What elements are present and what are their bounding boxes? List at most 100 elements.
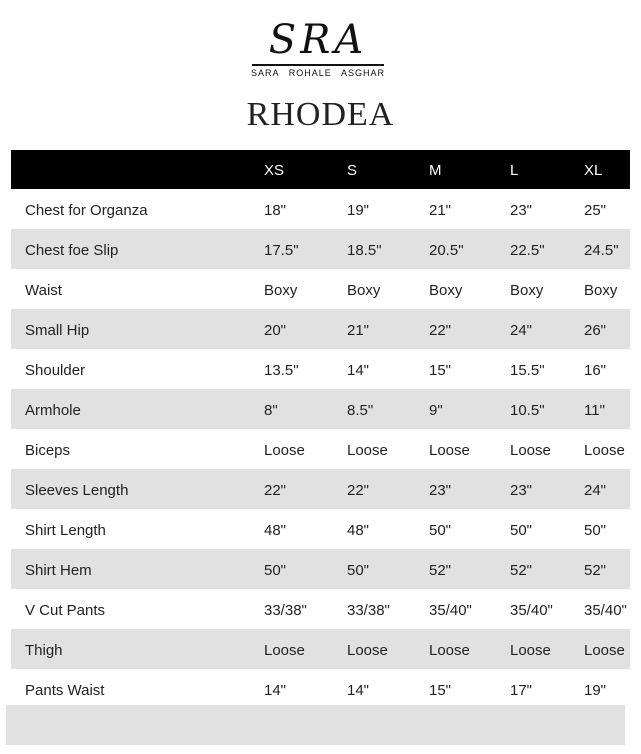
cell-value: 25" — [584, 202, 607, 219]
cell-value: 13.5" — [264, 362, 299, 379]
cell-value: Loose — [584, 642, 625, 659]
cell-value: 14" — [347, 682, 370, 699]
row-label: Shirt Length — [25, 522, 106, 539]
cell-value: XL — [584, 162, 603, 179]
cell-value: 21" — [429, 202, 452, 219]
page-title: RHODEA — [246, 96, 395, 133]
cell-value: Loose — [264, 642, 305, 659]
cell-value: 20" — [264, 322, 287, 339]
table-row: Shirt Hem 50" 50" 52" 52" 52" — [11, 549, 630, 589]
cell-value: 22" — [347, 482, 370, 499]
cell-value: 14" — [264, 682, 287, 699]
table-row: Biceps Loose Loose Loose Loose Loose — [11, 429, 630, 469]
cell-value: 9" — [429, 402, 443, 419]
cell-value: 8.5" — [347, 402, 374, 419]
cell-value: 50" — [510, 522, 533, 539]
cell-value: 14" — [347, 362, 370, 379]
row-label: Chest foe Slip — [25, 242, 119, 259]
cell-value: 8" — [264, 402, 278, 419]
cell-value: 33/38" — [264, 602, 307, 619]
cell-value: Loose — [347, 642, 388, 659]
cell-value: Loose — [429, 642, 470, 659]
table-row: Thigh Loose Loose Loose Loose Loose — [11, 629, 630, 669]
cell-value: 21" — [347, 322, 370, 339]
cell-value: 24" — [584, 482, 607, 499]
table-row: Sleeves Length 22" 22" 23" 23" 24" — [11, 469, 630, 509]
cell-value: 15" — [429, 682, 452, 699]
cell-value: 22.5" — [510, 242, 545, 259]
cell-value: 24.5" — [584, 242, 619, 259]
logo-tagline: SARA ROHALE ASGHAR — [248, 68, 388, 78]
row-label: Shoulder — [25, 362, 86, 379]
table-row: Chest for Organza 18" 19" 21" 23" 25" — [11, 189, 630, 229]
brand-logo: SRA SARA ROHALE ASGHAR — [248, 18, 388, 78]
table-row: Pants Waist 14" 14" 15" 17" 19" — [11, 669, 630, 709]
cell-value: 15.5" — [510, 362, 545, 379]
row-label: Pants Waist — [25, 682, 105, 699]
cell-value: 50" — [347, 562, 370, 579]
table-row: V Cut Pants 33/38" 33/38" 35/40" 35/40" 35/40… — [11, 589, 630, 629]
cell-value: 23" — [510, 202, 533, 219]
cell-value: 50" — [584, 522, 607, 539]
cell-value: Boxy — [510, 282, 544, 299]
row-label: Thigh — [25, 642, 63, 659]
table-row: Shoulder 13.5" 14" 15" 15.5" 16" — [11, 349, 630, 389]
table-row: Shirt Length 48" 48" 50" 50" 50" — [11, 509, 630, 549]
cell-value: M — [429, 162, 442, 179]
cell-value: 23" — [510, 482, 533, 499]
cell-value: Boxy — [347, 282, 381, 299]
cell-value: 11" — [584, 402, 605, 419]
cell-value: 52" — [429, 562, 452, 579]
cell-value: 50" — [264, 562, 287, 579]
cell-value: Boxy — [264, 282, 298, 299]
cell-value: 18" — [264, 202, 287, 219]
cell-value: Loose — [264, 442, 305, 459]
cell-value: Loose — [510, 442, 551, 459]
cell-value: 20.5" — [429, 242, 464, 259]
row-label: Shirt Hem — [25, 562, 92, 579]
tagline-word: ASGHAR — [340, 68, 385, 78]
row-label: Sleeves Length — [25, 482, 129, 499]
table-row: Small Hip 20" 21" 22" 24" 26" — [11, 309, 630, 349]
cell-value: S — [347, 162, 358, 179]
cell-value: 17.5" — [264, 242, 299, 259]
cell-value: 33/38" — [347, 602, 390, 619]
cell-value: 35/40" — [429, 602, 472, 619]
cell-value: 19" — [584, 682, 607, 699]
cell-value: 19" — [347, 202, 370, 219]
table-row: Waist Boxy Boxy Boxy Boxy Boxy — [11, 269, 630, 309]
cell-value: 10.5" — [510, 402, 545, 419]
cell-value: L — [510, 162, 519, 179]
cell-value: 52" — [510, 562, 533, 579]
row-label: Small Hip — [25, 322, 90, 339]
cell-value: Loose — [347, 442, 388, 459]
cell-value: Loose — [429, 442, 470, 459]
logo-divider — [252, 64, 384, 66]
cell-value: 16" — [584, 362, 607, 379]
table-row: Armhole 8" 8.5" 9" 10.5" 11" — [11, 389, 630, 429]
cell-value: Loose — [510, 642, 551, 659]
tagline-word: ROHALE — [288, 68, 332, 78]
cell-value: 15" — [429, 362, 452, 379]
row-label: V Cut Pants — [25, 602, 106, 619]
cell-value: 24" — [510, 322, 533, 339]
cell-value: 48" — [347, 522, 370, 539]
cell-value: 52" — [584, 562, 607, 579]
row-label: Armhole — [25, 402, 81, 419]
row-label: Waist — [25, 282, 62, 299]
cell-value: 50" — [429, 522, 452, 539]
cell-value: 35/40" — [584, 602, 627, 619]
cell-value: 35/40" — [510, 602, 553, 619]
cell-value: 17" — [510, 682, 533, 699]
size-chart-table: XS S M L XL Chest for Organza 18" 19" 21" 23" 25" C… — [11, 150, 630, 709]
cell-value: 48" — [264, 522, 287, 539]
footer-bar — [6, 705, 625, 745]
cell-value: Boxy — [584, 282, 618, 299]
cell-value: 26" — [584, 322, 607, 339]
table-header: XS S M L XL — [11, 150, 630, 189]
cell-value: XS — [264, 162, 285, 179]
cell-value: 18.5" — [347, 242, 382, 259]
cell-value: Loose — [584, 442, 625, 459]
row-label: Chest for Organza — [25, 202, 148, 219]
cell-value: 22" — [264, 482, 287, 499]
